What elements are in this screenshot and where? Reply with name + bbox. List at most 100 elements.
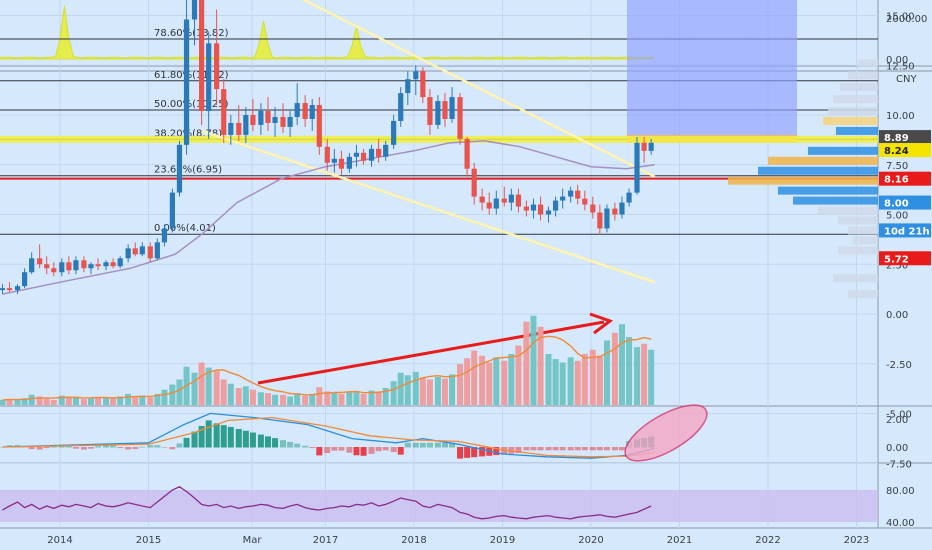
volume-bar — [191, 372, 198, 405]
candle-body — [449, 97, 455, 119]
macd-histogram-bar — [95, 446, 102, 448]
candle-body — [368, 148, 375, 161]
price-tag — [879, 251, 931, 266]
candle-body — [619, 202, 625, 215]
candle-body — [139, 246, 145, 255]
volume-profile-bar — [833, 95, 878, 104]
volume-bar — [257, 392, 264, 405]
macd-line — [2, 412, 655, 459]
candle-body — [560, 196, 566, 201]
macd-histogram-bar — [147, 445, 154, 448]
candle-body — [214, 43, 220, 90]
overlays — [0, 0, 878, 385]
volume-profile-bar — [828, 107, 878, 116]
volume-bar — [14, 399, 21, 405]
price-tick-label: 0.00 — [886, 310, 908, 321]
volume-bar — [154, 393, 161, 405]
candle-body — [331, 158, 337, 163]
x-tick-label: 2015 — [136, 535, 161, 546]
fib-label: 78.60%(13.82) — [154, 28, 229, 39]
volume-bar — [95, 397, 102, 405]
volume-bar — [493, 357, 500, 405]
candle-body — [280, 116, 286, 127]
macd-histogram-bar — [618, 447, 625, 451]
macd-histogram-bar — [449, 442, 456, 448]
macd-histogram-bar — [227, 426, 234, 448]
candle-body — [81, 260, 87, 269]
x-tick-label: 2023 — [844, 535, 869, 546]
macd-histogram-bar — [43, 447, 50, 449]
trendline-upper — [301, 0, 656, 178]
candle-body — [110, 262, 116, 267]
candle-body — [413, 71, 419, 80]
volume-bar — [302, 395, 309, 405]
volume-bar — [648, 349, 655, 405]
candle-body — [265, 111, 271, 123]
macd-histogram-bar — [294, 443, 301, 448]
macd-histogram-bar — [191, 431, 198, 448]
candle-body — [515, 194, 522, 207]
volume-bar — [515, 345, 522, 405]
volume-bar — [634, 347, 641, 405]
volume-bar — [227, 383, 234, 405]
macd-histogram-bar — [117, 447, 124, 449]
candle-body — [338, 158, 345, 169]
macd-histogram-bar — [441, 442, 448, 448]
macd-histogram-bar — [434, 442, 441, 448]
macd-histogram-bar — [471, 447, 478, 458]
candle-body — [59, 262, 65, 273]
macd-histogram-bar — [242, 430, 249, 448]
candle-body — [346, 156, 352, 169]
volume-bar — [552, 359, 559, 405]
candle-body — [420, 71, 426, 98]
candle-body — [479, 196, 485, 203]
price-tag — [879, 223, 931, 238]
macd-histogram-bar — [479, 447, 486, 457]
macd-histogram-bar — [139, 446, 146, 448]
macd-histogram-bar — [574, 447, 581, 451]
volume-profile-bar — [808, 146, 878, 155]
price-tag — [879, 143, 931, 158]
volume-profile-bar — [853, 236, 878, 245]
candle-body — [0, 288, 6, 291]
macd-histogram-bar — [316, 447, 323, 456]
macd-histogram-bar — [110, 445, 117, 448]
macd-histogram-bar — [559, 447, 566, 451]
volume-bar — [545, 354, 552, 405]
macd-histogram-bar — [390, 447, 397, 452]
candle-body — [641, 142, 647, 151]
volume-bar — [360, 393, 367, 405]
macd-histogram-bar — [169, 447, 176, 450]
volume-bar — [457, 364, 464, 405]
candle-body — [258, 111, 264, 125]
macd-histogram-bar — [426, 442, 433, 448]
fib-label: 0.00%(4.01) — [154, 223, 216, 234]
fib-label: 61.80%(11.72) — [154, 70, 229, 81]
rsi-pane — [0, 486, 878, 522]
volume-trend-arrowhead — [589, 312, 614, 335]
macd-histogram-bar — [331, 447, 338, 451]
fib-label: 23.60%(6.95) — [154, 165, 222, 176]
volume-bar — [6, 399, 13, 405]
macd-histogram-bar — [302, 445, 309, 448]
volume-bar — [0, 399, 6, 405]
price-tick-label: 7.50 — [886, 161, 908, 172]
price-tag-label: 8.89 — [884, 133, 909, 144]
volume-bar — [72, 396, 79, 405]
volume-profile-bar — [848, 226, 878, 235]
candle-body — [360, 152, 367, 161]
volume-bar — [125, 393, 132, 405]
price-tag — [879, 171, 931, 186]
volume-bar — [213, 371, 220, 405]
candle-body — [117, 258, 123, 267]
macd-histogram-bar — [397, 447, 404, 455]
candle-body — [221, 89, 227, 135]
macd-histogram-bar — [324, 447, 331, 454]
candle-body — [6, 288, 13, 291]
volume-bar — [603, 340, 610, 405]
price-tick-label: 2.50 — [886, 260, 908, 271]
candle-body — [471, 168, 477, 197]
top-pane-tick-label: 2000.00 — [886, 14, 927, 25]
volume-bar — [441, 378, 448, 405]
